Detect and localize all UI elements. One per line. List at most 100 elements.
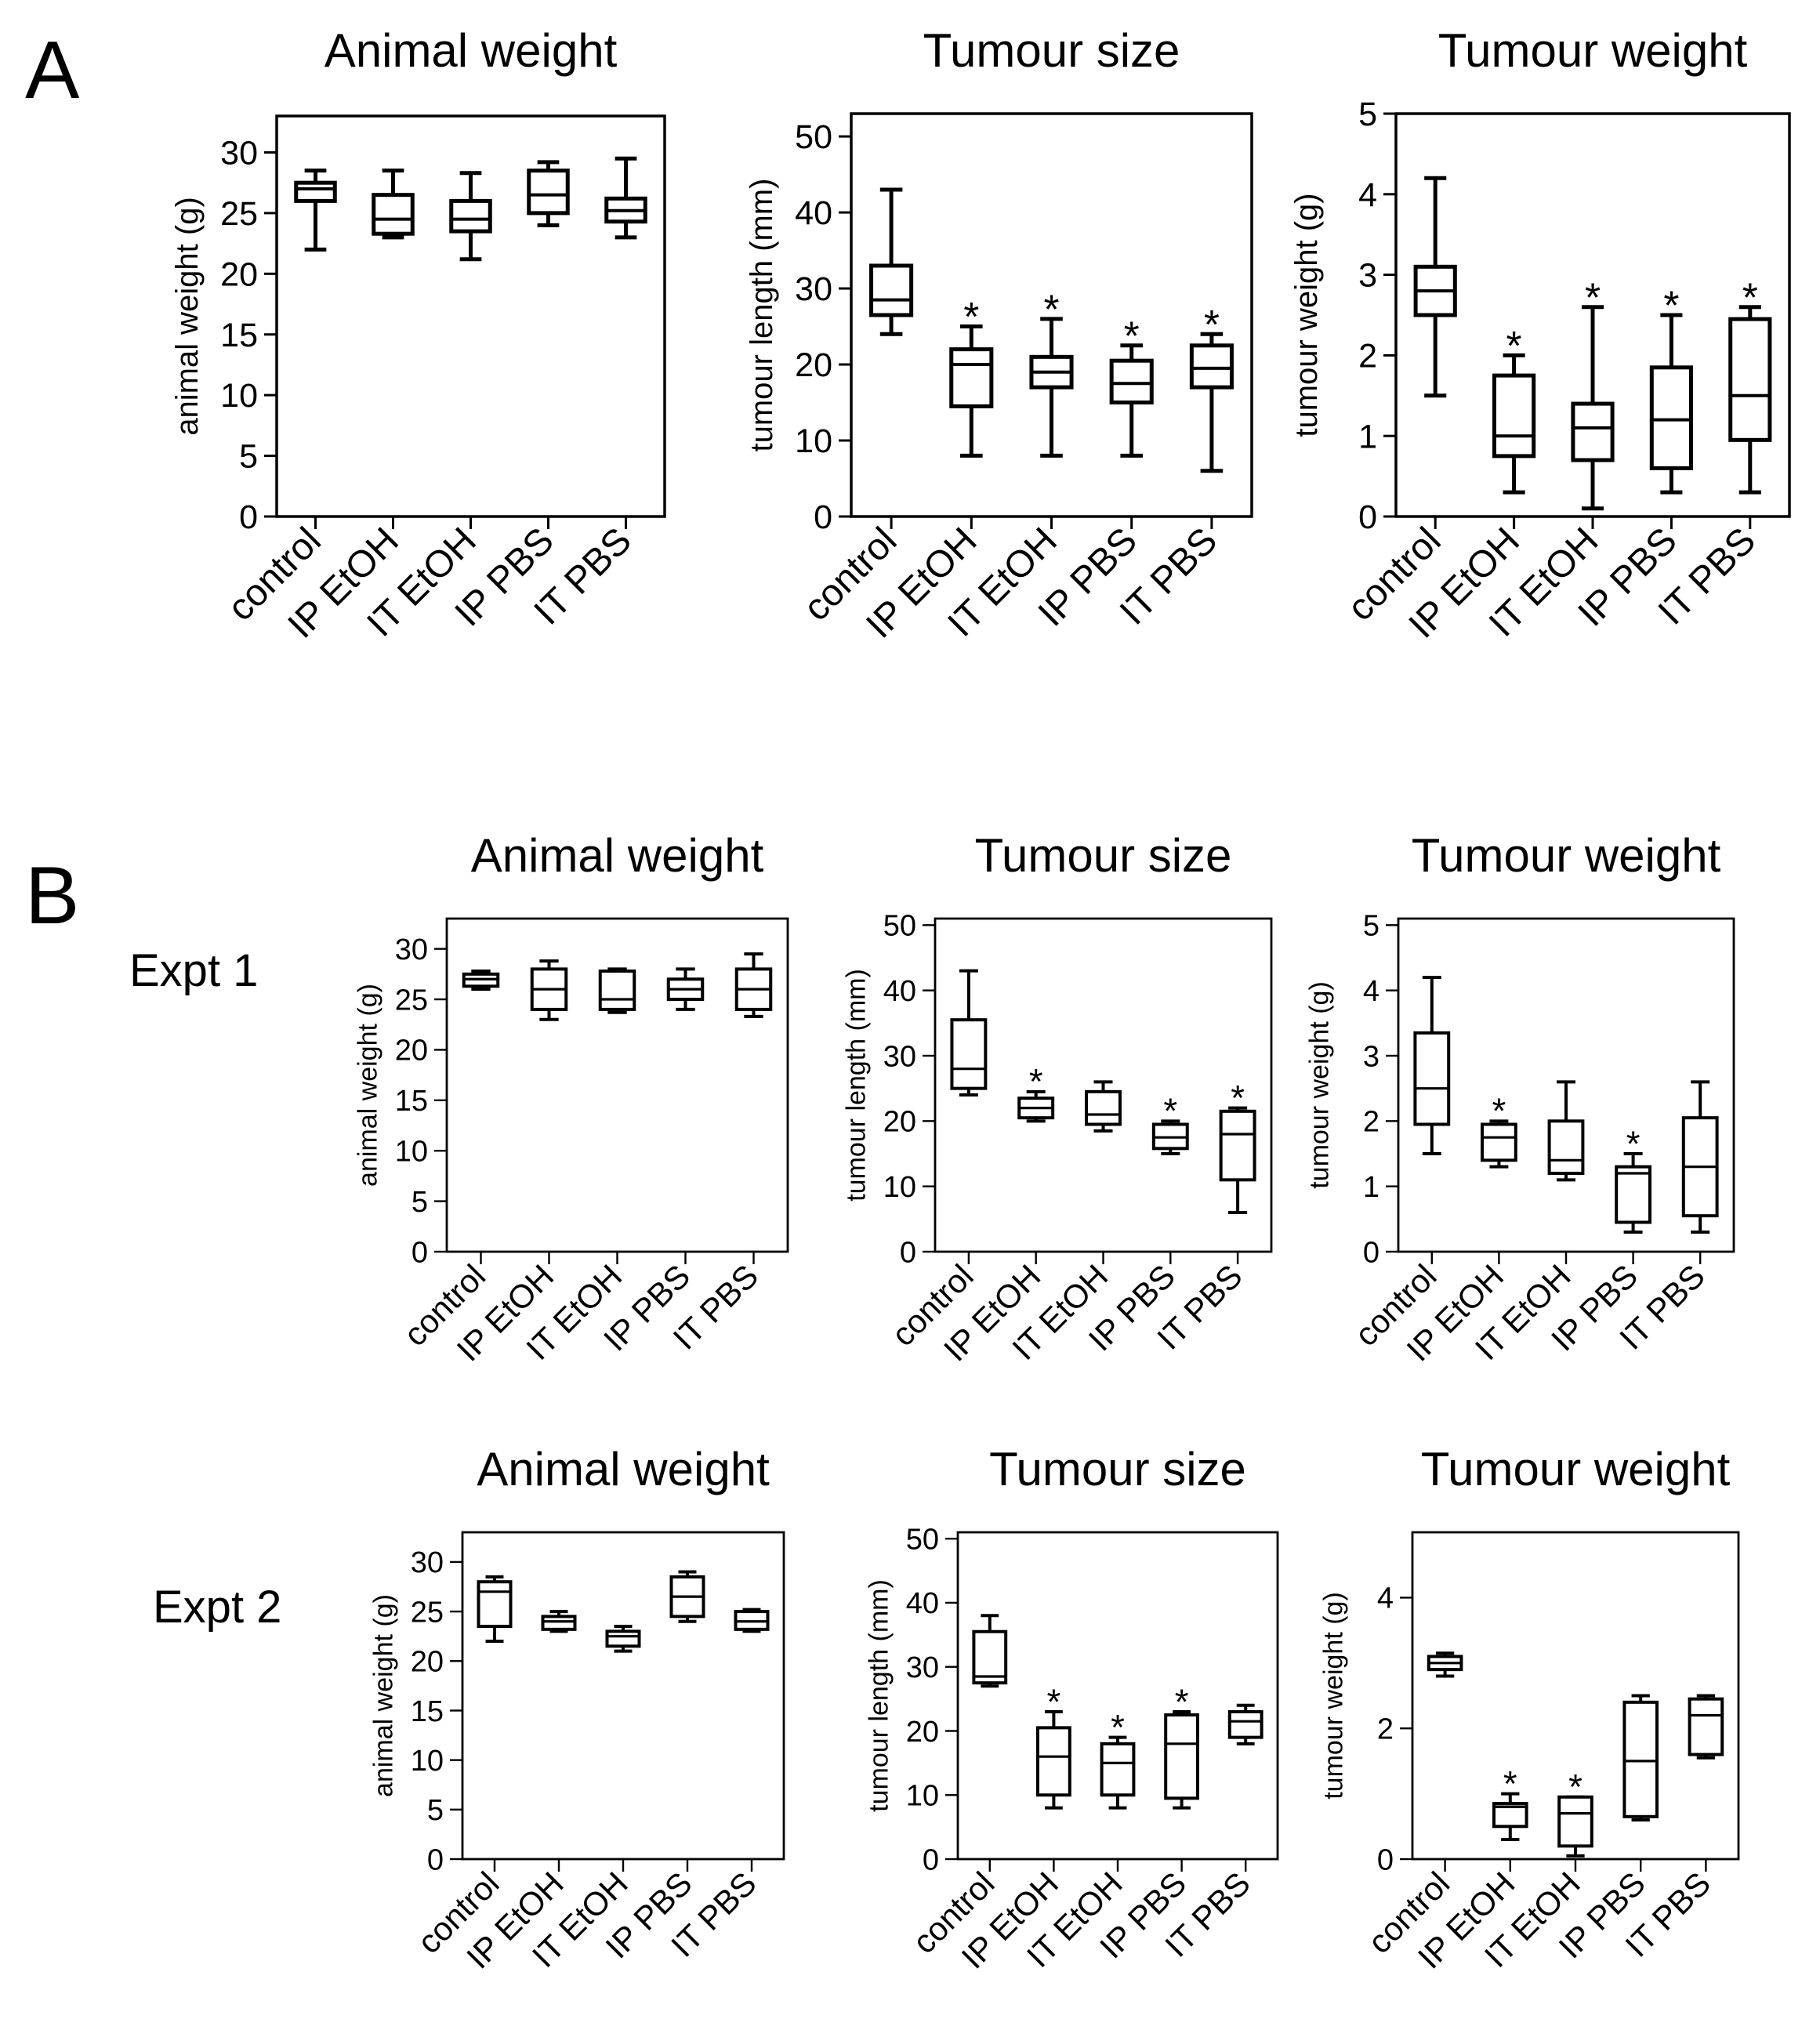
y-tick-label: 30 (395, 933, 428, 966)
box-iqr (1492, 373, 1536, 459)
significance-star: * (1742, 274, 1758, 320)
box-it-etoh (1085, 1080, 1122, 1133)
box-it-etoh: * (1571, 274, 1615, 511)
plot-frame (956, 1531, 1279, 1861)
box-it-etoh: * (1029, 286, 1074, 458)
box-iqr (972, 1629, 1008, 1685)
box-it-pbs (1688, 1694, 1724, 1760)
y-tick-label: 50 (906, 1523, 939, 1556)
y-tick-label: 20 (795, 346, 832, 384)
y-tick-label: 4 (1358, 176, 1377, 214)
chart-b1: Animal weight 0 5 10 15 20 25 30 animal weight (… (353, 829, 789, 1368)
y-tick-label: 10 (220, 377, 258, 415)
y-tick-label: 40 (883, 975, 916, 1008)
y-tick-label: 0 (239, 498, 258, 536)
y-tick-label: 10 (411, 1745, 444, 1778)
significance-star: * (1029, 1062, 1043, 1102)
box-ip-pbs: * (1615, 1124, 1651, 1234)
y-axis-label: animal weight (g) (369, 1594, 399, 1797)
significance-star: * (1506, 323, 1522, 368)
chart-title: Animal weight (477, 1443, 770, 1495)
significance-star: * (1043, 286, 1059, 332)
box-iqr (449, 198, 492, 234)
chart-title: Tumour weight (1438, 24, 1748, 77)
y-tick-label: 0 (1363, 1236, 1380, 1269)
box-iqr (1622, 1700, 1659, 1818)
box-it-etoh (605, 1625, 641, 1653)
y-tick-label: 0 (427, 1843, 444, 1876)
box-ip-etoh: * (1036, 1682, 1071, 1810)
y-tick-label: 0 (900, 1236, 916, 1269)
box-iqr (1100, 1742, 1136, 1797)
y-tick-label: 5 (239, 438, 258, 476)
box-iqr (605, 1629, 641, 1648)
significance-star: * (1663, 283, 1679, 328)
significance-star: * (1111, 1708, 1125, 1748)
chart-c2: Tumour size 0 10 20 30 40 50 tumour length (mm)… (865, 1443, 1279, 1976)
y-tick-label: 0 (923, 1843, 939, 1876)
y-tick-label: 25 (411, 1596, 444, 1629)
box-iqr (1481, 1122, 1517, 1162)
y-tick-label: 0 (1358, 498, 1377, 536)
box-iqr (477, 1580, 513, 1629)
box-iqr (527, 169, 570, 216)
y-tick-label: 5 (1358, 96, 1377, 133)
box-ip-etoh: * (1481, 1091, 1517, 1169)
box-iqr (1085, 1089, 1122, 1126)
y-tick-label: 2 (1377, 1713, 1394, 1746)
expt2-label: Expt 2 (153, 1582, 281, 1633)
expt1-label: Expt 1 (129, 945, 258, 996)
y-tick-label: 0 (411, 1236, 428, 1269)
chart-title: Animal weight (471, 829, 764, 882)
y-axis-label: tumour weight (g) (1305, 981, 1335, 1189)
box-control (1427, 1651, 1463, 1678)
chart-a2: Tumour size 0 10 20 30 40 50 tumour length (mm)… (745, 24, 1253, 647)
y-tick-label: 20 (411, 1646, 444, 1679)
box-iqr (294, 180, 337, 203)
y-tick-label: 0 (814, 498, 832, 536)
y-tick-label: 15 (395, 1085, 428, 1118)
chart-title: Tumour weight (1412, 829, 1721, 882)
box-ip-etoh (541, 1610, 577, 1633)
box-iqr (1227, 1709, 1263, 1739)
significance-star: * (1492, 1091, 1506, 1131)
box-it-pbs: * (1219, 1078, 1256, 1214)
box-ip-etoh: * (1492, 323, 1536, 495)
box-ip-pbs: * (1109, 313, 1154, 458)
y-tick-label: 20 (220, 256, 258, 293)
y-tick-label: 10 (883, 1171, 916, 1204)
box-iqr (1557, 1795, 1593, 1848)
y-axis-label: animal weight (g) (170, 197, 205, 436)
significance-star: * (1204, 302, 1220, 347)
chart-a1: Animal weight 0 5 10 15 20 25 30 animal weight (… (170, 24, 666, 647)
significance-star: * (1124, 313, 1140, 358)
y-axis-label: animal weight (g) (353, 984, 383, 1187)
significance-star: * (1585, 274, 1601, 320)
box-iqr (1571, 401, 1615, 462)
significance-star: * (1503, 1764, 1517, 1804)
significance-star: * (1163, 1091, 1177, 1131)
y-tick-label: 2 (1358, 337, 1377, 375)
box-ip-pbs (669, 1570, 705, 1623)
y-tick-label: 30 (906, 1651, 939, 1684)
box-ip-pbs: * (1151, 1091, 1189, 1155)
box-ip-etoh: * (1017, 1062, 1055, 1123)
chart-title: Tumour size (989, 1443, 1246, 1495)
y-tick-label: 40 (906, 1587, 939, 1620)
box-iqr (950, 1018, 988, 1090)
significance-star: * (963, 294, 979, 339)
box-ip-pbs: * (1164, 1682, 1199, 1810)
y-tick-label: 1 (1363, 1171, 1380, 1204)
y-tick-label: 25 (220, 195, 258, 233)
y-tick-label: 3 (1363, 1040, 1380, 1073)
significance-star: * (1175, 1682, 1189, 1722)
significance-star: * (1568, 1767, 1583, 1807)
box-iqr (1547, 1119, 1585, 1176)
y-tick-label: 40 (795, 194, 832, 232)
box-iqr (1164, 1713, 1199, 1800)
box-ip-pbs (666, 967, 705, 1011)
box-ip-etoh (530, 959, 568, 1021)
box-control (950, 969, 988, 1096)
